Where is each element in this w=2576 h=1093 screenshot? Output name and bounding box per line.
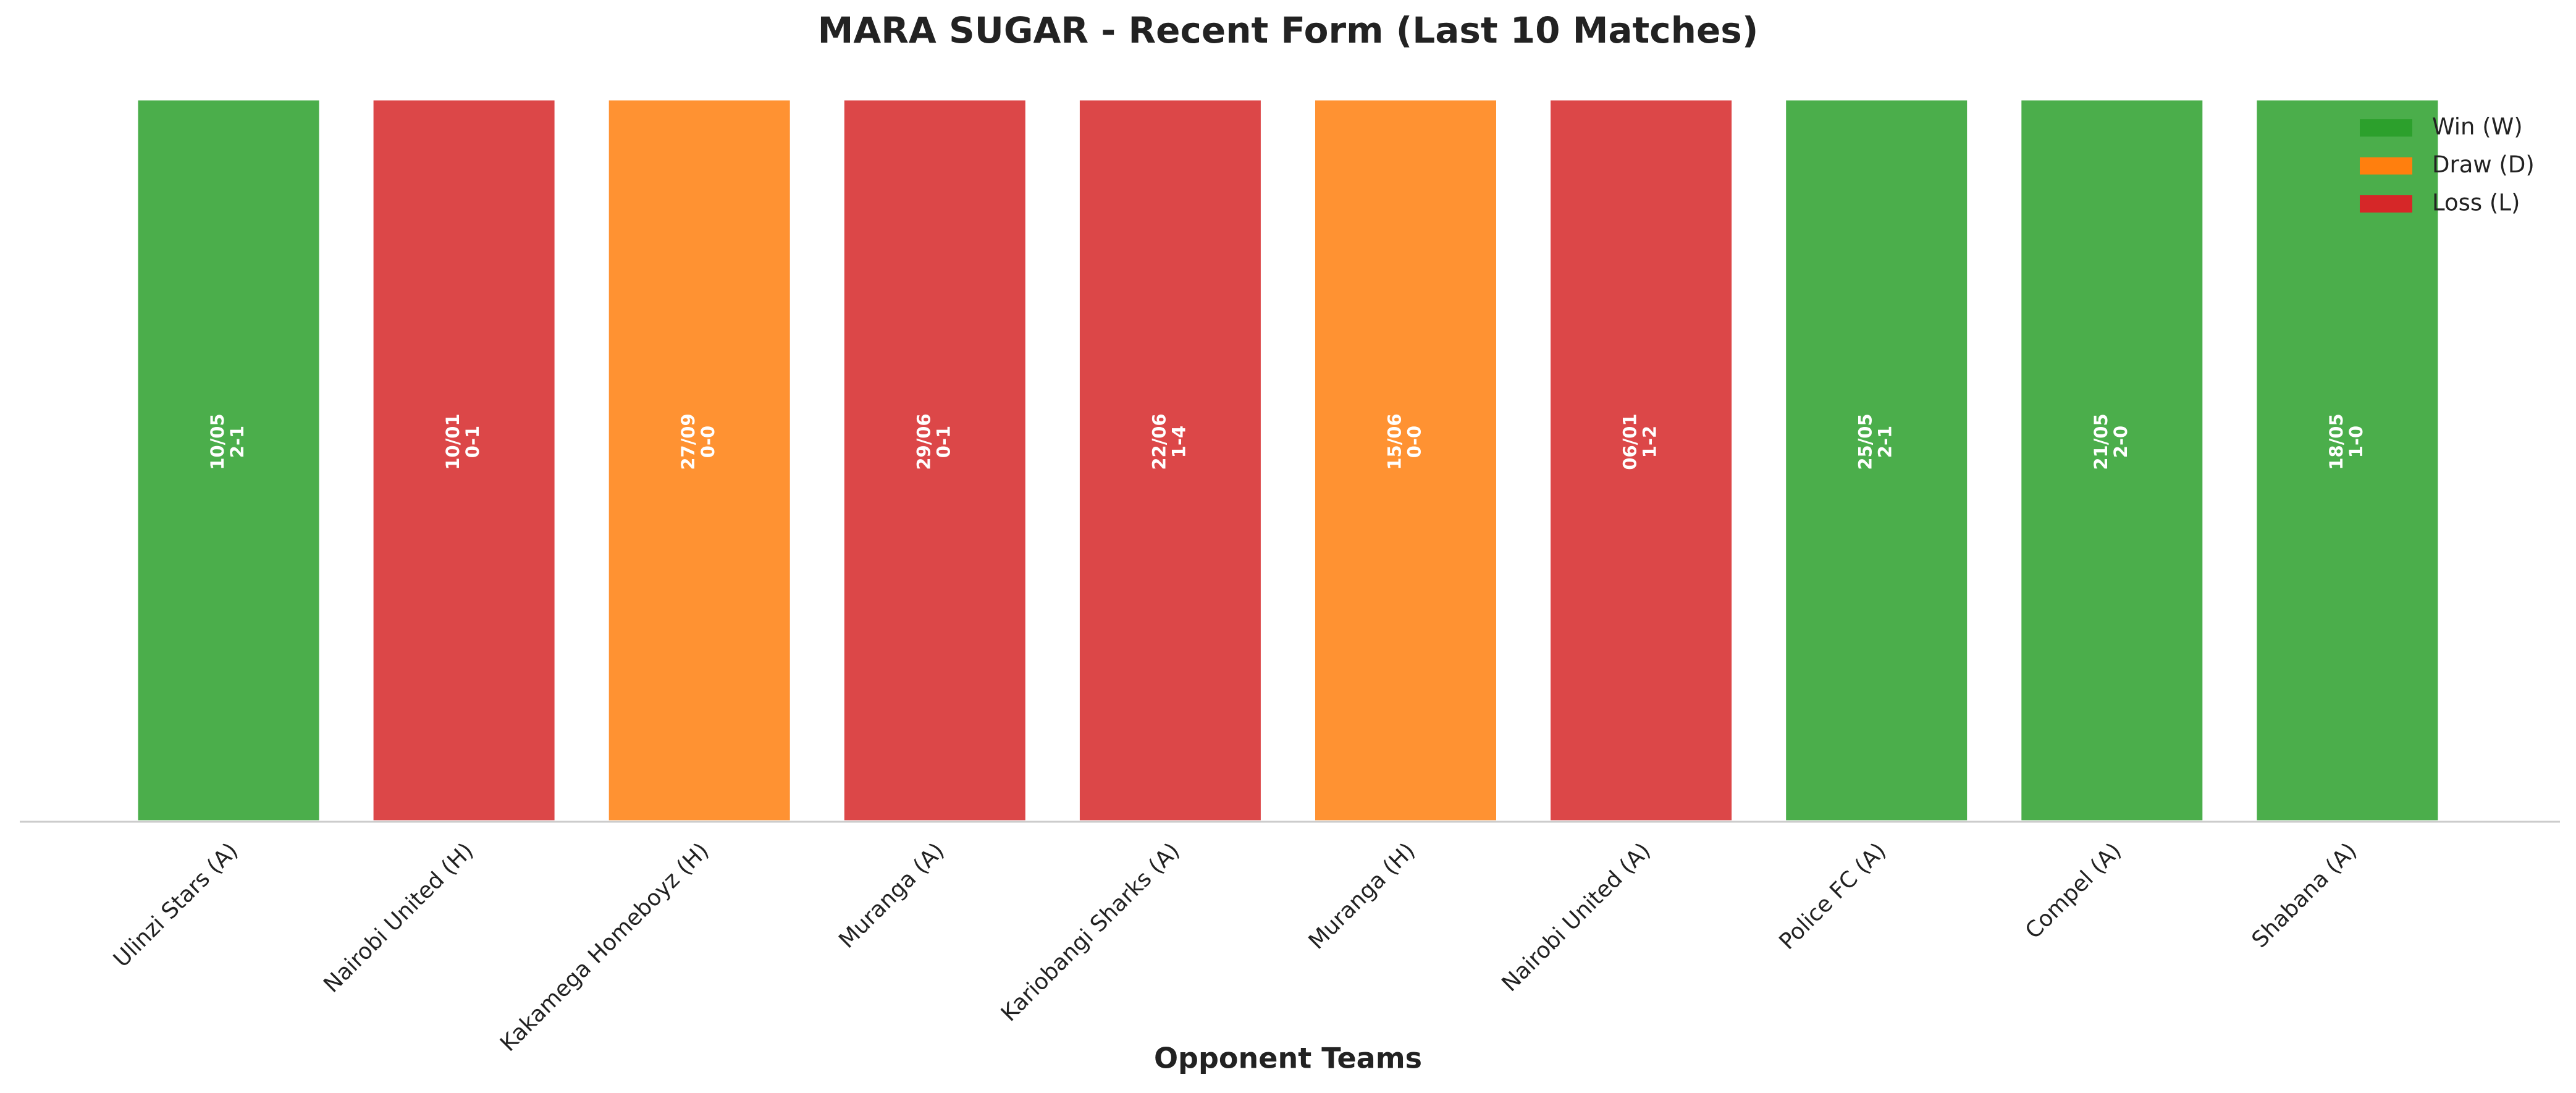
x-axis-label: Opponent Teams bbox=[1154, 1042, 1422, 1075]
bar-score-label: 0-1 bbox=[933, 426, 954, 458]
bar-score-label: 1-2 bbox=[1639, 426, 1661, 458]
x-tick-label: Kariobangi Sharks (A) bbox=[996, 838, 1185, 1026]
legend-swatch bbox=[2360, 119, 2412, 137]
x-tick-label: Police FC (A) bbox=[1774, 838, 1891, 955]
x-tick-label: Compel (A) bbox=[2021, 838, 2126, 943]
bar-date-label: 25/05 bbox=[1855, 413, 1876, 470]
x-tick-label: Muranga (A) bbox=[834, 838, 949, 953]
bar bbox=[2018, 97, 2206, 824]
bar-date-label: 29/06 bbox=[913, 413, 934, 470]
x-tick-label: Kakamega Homeboyz (H) bbox=[495, 838, 713, 1056]
bar bbox=[1076, 97, 1264, 824]
bar-score-label: 1-0 bbox=[2346, 426, 2367, 458]
legend-swatch bbox=[2360, 195, 2412, 213]
x-tick-label: Shabana (A) bbox=[2247, 838, 2362, 953]
bar bbox=[605, 97, 793, 824]
bar-date-label: 18/05 bbox=[2326, 413, 2347, 470]
bar-date-label: 21/05 bbox=[2090, 413, 2111, 470]
x-tick-label: Ulinzi Stars (A) bbox=[109, 838, 243, 972]
bar bbox=[1783, 97, 1971, 824]
bar-date-label: 22/06 bbox=[1148, 413, 1169, 470]
bar bbox=[841, 97, 1029, 824]
bar-score-label: 2-1 bbox=[227, 426, 248, 458]
bar bbox=[135, 97, 322, 824]
legend-label: Win (W) bbox=[2432, 114, 2523, 140]
bar-score-label: 0-1 bbox=[462, 426, 483, 458]
bar bbox=[1312, 97, 1499, 824]
bar bbox=[370, 97, 558, 824]
bar-date-label: 15/06 bbox=[1384, 413, 1405, 470]
bar bbox=[2254, 97, 2441, 824]
chart-title: MARA SUGAR - Recent Form (Last 10 Matche… bbox=[818, 9, 1759, 51]
bar-date-label: 10/05 bbox=[207, 413, 228, 470]
legend-label: Loss (L) bbox=[2432, 190, 2520, 216]
legend-label: Draw (D) bbox=[2432, 151, 2535, 178]
bar-score-label: 2-0 bbox=[2110, 426, 2131, 458]
bar-score-label: 2-1 bbox=[1875, 426, 1896, 458]
bar-date-label: 10/01 bbox=[442, 413, 463, 470]
x-tick-label: Nairobi United (H) bbox=[319, 838, 478, 997]
bar-score-label: 0-0 bbox=[697, 426, 718, 458]
bar bbox=[1547, 97, 1735, 824]
x-tick-label: Muranga (H) bbox=[1304, 838, 1420, 954]
legend-swatch bbox=[2360, 157, 2412, 175]
bar-score-label: 1-4 bbox=[1168, 426, 1189, 458]
x-tick-label: Nairobi United (A) bbox=[1497, 838, 1656, 997]
bar-date-label: 06/01 bbox=[1620, 413, 1641, 470]
bar-score-label: 0-0 bbox=[1404, 426, 1425, 458]
bar-date-label: 27/09 bbox=[678, 413, 699, 470]
